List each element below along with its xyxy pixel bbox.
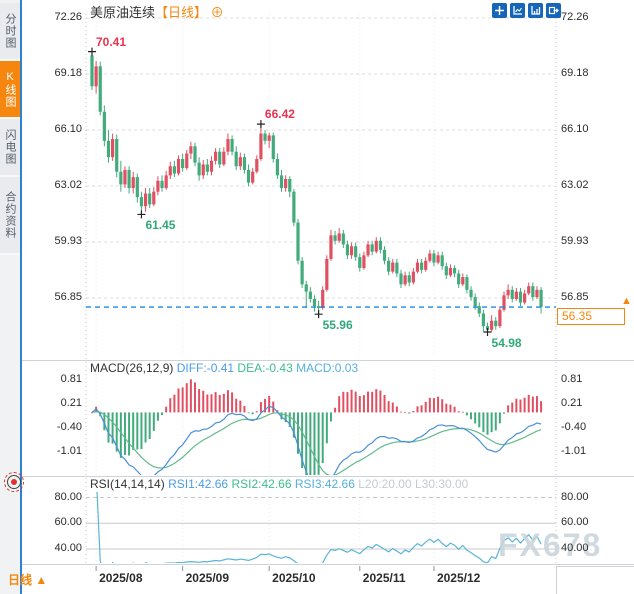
rsi-l30-value: L30:30.00	[414, 477, 469, 491]
rsi1-value: RSI1:42.66	[168, 477, 229, 491]
price-axis-label-right: 66.10	[561, 123, 589, 135]
price-up-arrow-icon: ▲	[621, 295, 632, 307]
crosshair-icon[interactable]	[492, 3, 507, 18]
macd-diff-value: DIFF:-0.41	[176, 361, 235, 375]
price-axis-label-left: 69.18	[54, 67, 82, 79]
low-price-annotation: 61.45	[145, 218, 176, 233]
date-axis-label: 2025/11	[362, 571, 406, 585]
current-price-label: 56.35	[557, 308, 625, 325]
period-label: 日线	[8, 573, 33, 587]
macd-axis-label-left: -0.40	[56, 421, 82, 433]
chart-title: 美原油连续【日线】 ⊕	[90, 2, 224, 21]
macd-axis-label-left: -1.01	[56, 445, 82, 457]
price-axis-label-right: 69.18	[561, 67, 589, 79]
rsi-axis-label-right: 60.00	[561, 516, 589, 528]
chart-toolbar	[492, 3, 561, 18]
add-indicator-icon[interactable]: ⊕	[210, 5, 224, 20]
price-axis-label-left: 63.02	[54, 179, 82, 191]
price-axis-label-left: 56.85	[54, 291, 82, 303]
period-selector[interactable]: 日线 ▲	[8, 571, 47, 588]
alert-sun-icon[interactable]	[4, 472, 24, 492]
rsi-axis-label-left: 60.00	[54, 516, 82, 528]
sidebar-item-lightning-chart[interactable]: 闪电图	[0, 119, 20, 177]
macd-axis-label-right: 0.21	[561, 397, 583, 409]
rsi3-value: RSI3:42.66	[294, 477, 355, 491]
price-axis-label-right: 63.02	[561, 179, 589, 191]
macd-macd-value: MACD:0.03	[296, 361, 359, 375]
date-axis-label: 2025/12	[436, 571, 481, 585]
sidebar-item-contract-info[interactable]: 合约资料	[0, 177, 20, 255]
macd-axis-label-left: 0.81	[60, 373, 82, 385]
high-price-annotation: 66.42	[264, 107, 295, 122]
price-axis-label-right: 59.93	[561, 235, 589, 247]
symbol-name: 美原油连续	[90, 5, 156, 20]
macd-title: MACD(26,12,9)	[90, 361, 174, 375]
macd-axis-label-right: -1.01	[561, 445, 587, 457]
rsi-title: RSI(14,14,14)	[90, 477, 165, 491]
rsi-axis-label-left: 40.00	[54, 542, 82, 554]
price-axis-label-left: 66.10	[54, 123, 82, 135]
period-tag: 【日线】	[155, 5, 208, 20]
macd-axis-label-right: 0.81	[561, 373, 583, 385]
rsi2-value: RSI2:42.66	[231, 477, 292, 491]
fit-scale-icon[interactable]	[510, 3, 525, 18]
sidebar-divider	[20, 0, 22, 594]
price-axis-label-left: 72.26	[54, 11, 82, 23]
rsi-l20-value: L20:20.00	[358, 477, 412, 491]
rsi-header: RSI(14,14,14) RSI1:42.66 RSI2:42.66 RSI3…	[90, 477, 468, 491]
period-arrow-icon: ▲	[35, 573, 48, 587]
date-axis-label: 2025/08	[99, 571, 143, 585]
pop-out-icon[interactable]	[546, 3, 561, 18]
date-axis-label: 2025/09	[185, 571, 230, 585]
price-axis-label-right: 72.26	[561, 11, 589, 23]
low-price-annotation: 54.98	[491, 335, 522, 350]
rsi-axis-label-right: 80.00	[561, 491, 589, 503]
low-price-annotation: 55.96	[322, 318, 353, 333]
chart-type-sidebar: 分时图 K线图 闪电图 合约资料	[0, 0, 20, 594]
date-axis-label: 2025/10	[272, 571, 316, 585]
sidebar-item-kline-chart[interactable]: K线图	[0, 61, 20, 119]
price-axis-label-right: 56.85	[561, 291, 589, 303]
macd-axis-label-left: 0.21	[60, 397, 82, 409]
indicator-chart-icon[interactable]	[528, 3, 543, 18]
sidebar-item-time-chart[interactable]: 分时图	[0, 3, 20, 61]
rsi-axis-label-right: 40.00	[561, 542, 589, 554]
price-axis-label-left: 59.93	[54, 235, 82, 247]
macd-header: MACD(26,12,9) DIFF:-0.41 DEA:-0.43 MACD:…	[90, 361, 358, 375]
macd-dea-value: DEA:-0.43	[237, 361, 293, 375]
axis-corner-box	[556, 566, 634, 594]
high-price-annotation: 70.41	[96, 34, 127, 49]
rsi-axis-label-left: 80.00	[54, 491, 82, 503]
macd-axis-label-right: -0.40	[561, 421, 587, 433]
